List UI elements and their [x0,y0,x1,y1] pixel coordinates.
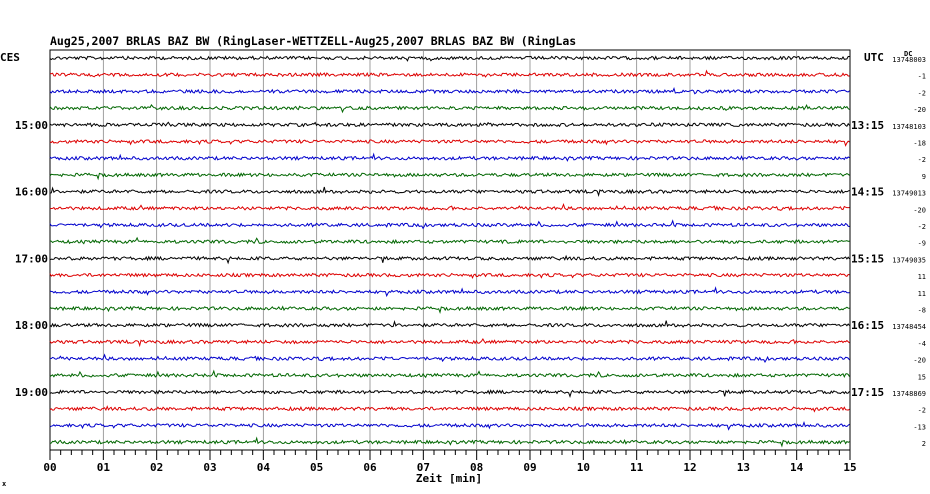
trace-line [49,405,850,413]
hour-label-right: 13:15 [851,119,884,132]
trace-value-label: 13748454 [892,323,926,331]
hour-label-left: 15:00 [15,119,48,132]
trace-value-label: -18 [913,140,926,148]
trace-value-label: -4 [918,340,926,348]
trace-value-label: -1 [918,73,926,81]
trace-line [49,389,850,398]
hour-label-left: 17:00 [15,252,48,265]
hour-label-left: 19:00 [15,386,48,399]
trace-line [49,172,850,181]
trace-line [49,254,850,265]
trace-value-label: 13749035 [892,256,926,264]
trace-line [49,203,850,212]
hour-label-right: 15:15 [851,252,884,265]
trace-line [49,305,850,314]
trace-line [49,186,850,197]
trace-value-label: -8 [918,307,926,315]
traces [49,55,850,448]
x-tick-label: 11 [630,461,644,474]
x-tick-label: 15 [843,461,856,474]
trace-value-label: 2 [922,440,926,448]
hour-label-right: 16:15 [851,319,884,332]
labels: 00 01 02 03 04 05 06 07 08 09 10 11 12 13 14 15 13748003… [15,56,926,474]
trace-line [49,55,850,62]
trace-value-label: -2 [918,89,926,97]
plot-frame [49,49,851,451]
trace-value-label: -2 [918,407,926,415]
trace-line [49,286,850,298]
trace-line [49,87,850,95]
x-tick-label: 03 [203,461,216,474]
trace-value-label: -20 [913,206,926,214]
corner-mark: x [2,480,7,488]
x-tick-label: 14 [790,461,804,474]
x-tick-label: 12 [683,461,696,474]
trace-line [49,420,850,431]
trace-line [49,319,850,328]
x-axis-label: Zeit [min] [416,472,482,485]
right-header-small: DC [904,50,912,58]
trace-line [49,436,850,448]
x-tick-label: 02 [150,461,163,474]
trace-line [49,338,850,348]
trace-value-label: 13748003 [892,56,926,64]
trace-value-label: -2 [918,223,926,231]
hour-label-right: 17:15 [851,386,884,399]
trace-value-label: 13749013 [892,190,926,198]
trace-line [49,369,850,379]
trace-value-label: -20 [913,106,926,114]
trace-value-label: -2 [918,156,926,164]
trace-value-label: 13748869 [892,390,926,398]
x-tick-label: 04 [257,461,271,474]
trace-line [49,152,850,162]
x-tick-label: 07 [417,461,430,474]
trace-line [49,138,850,147]
hour-label-left: 18:00 [15,319,48,332]
trace-line [49,219,850,230]
x-tick-label: 01 [97,461,111,474]
trace-line [49,69,850,78]
x-tick-label: 00 [43,461,56,474]
x-tick-label: 05 [310,461,323,474]
trace-line [49,121,850,128]
trace-line [49,272,850,280]
trace-value-label: 11 [918,273,926,281]
trace-line [49,236,850,245]
trace-value-label: -20 [913,357,926,365]
x-tick-label: 13 [737,461,750,474]
trace-value-label: 9 [922,173,926,181]
trace-value-label: 15 [918,373,926,381]
hour-label-right: 14:15 [851,186,884,199]
x-tick-label: 10 [577,461,590,474]
x-tick-label: 06 [363,461,377,474]
right-timezone-label: UTC [864,51,884,64]
left-timezone-label: CES [0,51,20,64]
x-tick-label: 09 [523,461,536,474]
chart-title: Aug25,2007 BRLAS BAZ BW (RingLaser-WETTZ… [50,34,576,48]
trace-value-label: -13 [913,423,926,431]
x-tick-label: 08 [470,461,483,474]
trace-line [49,353,850,364]
trace-value-label: 11 [918,290,926,298]
hour-label-left: 16:00 [15,186,48,199]
trace-line [49,103,850,114]
trace-value-label: -9 [918,240,926,248]
grid [49,49,851,460]
trace-value-label: 13748103 [892,123,926,131]
